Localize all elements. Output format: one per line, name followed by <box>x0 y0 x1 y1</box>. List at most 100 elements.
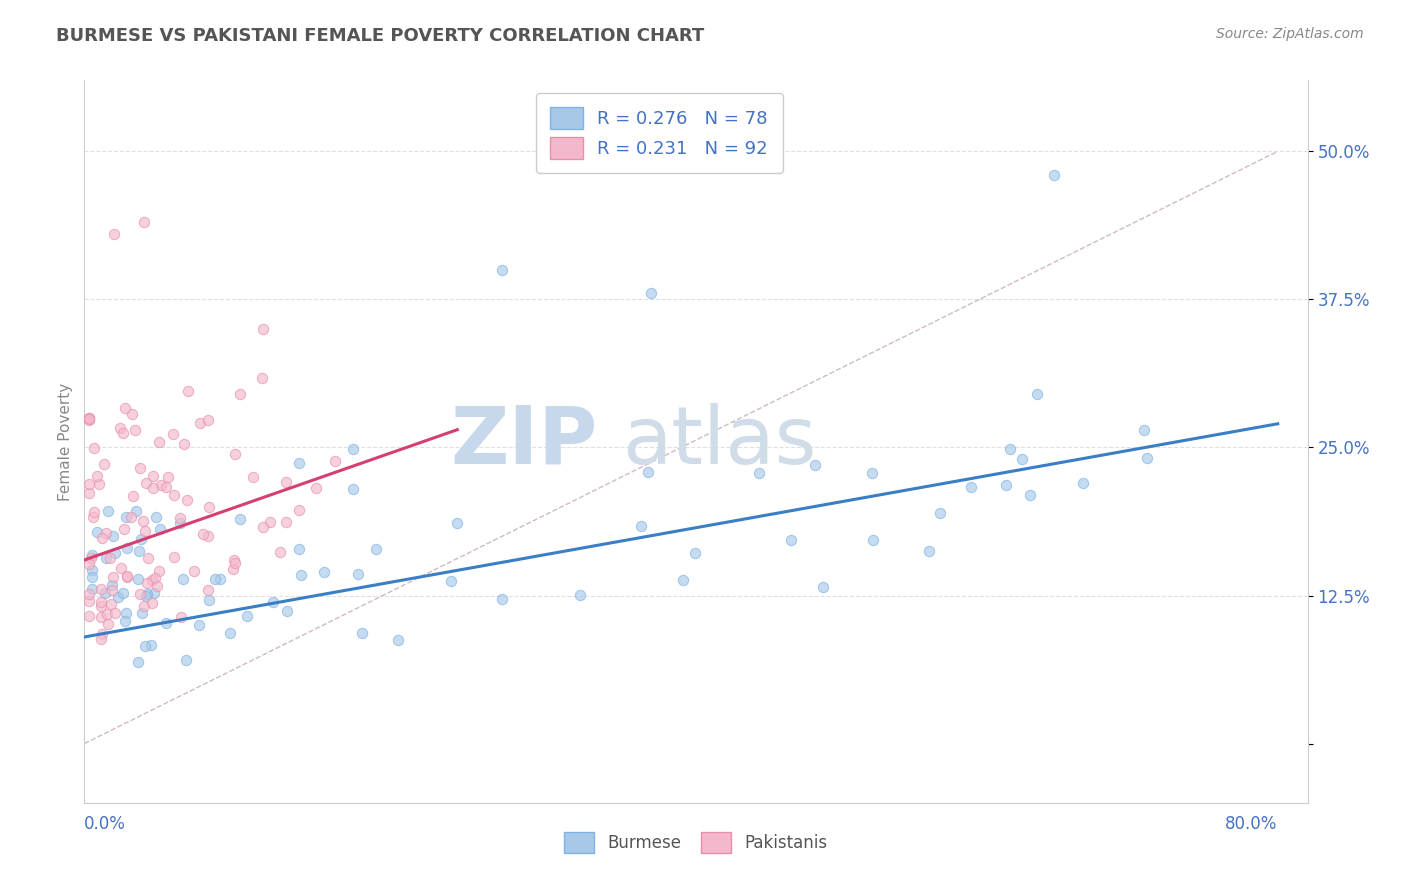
Point <box>107 590 129 604</box>
Point <box>169 511 191 525</box>
Point <box>446 516 468 531</box>
Point <box>366 541 388 556</box>
Point <box>305 481 328 495</box>
Point <box>671 574 693 588</box>
Point <box>163 488 186 502</box>
Point <box>197 413 219 427</box>
Point <box>173 437 195 451</box>
Point <box>288 542 311 557</box>
Point <box>276 515 298 529</box>
Point <box>114 401 136 415</box>
Point <box>190 416 212 430</box>
Point <box>860 467 883 481</box>
Point <box>94 550 117 565</box>
Point <box>141 573 163 587</box>
Point <box>101 570 124 584</box>
Point <box>112 425 135 440</box>
Point <box>142 469 165 483</box>
Point <box>1011 452 1033 467</box>
Point <box>90 582 112 596</box>
Point <box>132 599 155 613</box>
Text: ZIP: ZIP <box>451 402 598 481</box>
Point <box>135 476 157 491</box>
Point <box>197 529 219 543</box>
Point <box>228 386 250 401</box>
Point <box>219 626 242 640</box>
Point <box>177 384 200 399</box>
Point <box>224 448 246 462</box>
Point <box>491 592 513 607</box>
Point <box>112 522 135 536</box>
Point <box>191 527 214 541</box>
Point <box>250 371 273 385</box>
Text: BURMESE VS PAKISTANI FEMALE POVERTY CORRELATION CHART: BURMESE VS PAKISTANI FEMALE POVERTY CORR… <box>56 27 704 45</box>
Point <box>115 569 138 583</box>
Point <box>94 586 117 600</box>
Point <box>162 550 184 565</box>
Point <box>80 548 103 562</box>
Point <box>129 532 152 546</box>
Point <box>87 477 110 491</box>
Point <box>222 553 245 567</box>
Point <box>143 571 166 585</box>
Point <box>312 566 335 580</box>
Point <box>995 478 1018 492</box>
Point <box>83 442 105 456</box>
Point <box>77 412 100 426</box>
Point <box>918 544 941 558</box>
Point <box>134 639 156 653</box>
Point <box>145 509 167 524</box>
Point <box>120 510 142 524</box>
Point <box>132 215 155 229</box>
Point <box>77 586 100 600</box>
Point <box>79 550 101 565</box>
Point <box>172 572 194 586</box>
Point <box>342 442 364 456</box>
Point <box>110 561 132 575</box>
Point <box>229 511 252 525</box>
Point <box>86 524 108 539</box>
Point <box>183 564 205 578</box>
Text: 0.0%: 0.0% <box>84 814 127 832</box>
Point <box>101 582 124 597</box>
Point <box>142 481 165 495</box>
Point <box>115 607 138 621</box>
Point <box>104 606 127 620</box>
Point <box>77 413 100 427</box>
Text: atlas: atlas <box>623 402 817 481</box>
Point <box>132 514 155 528</box>
Point <box>269 545 291 559</box>
Point <box>127 572 149 586</box>
Point <box>176 493 198 508</box>
Point <box>204 573 226 587</box>
Point <box>197 583 219 598</box>
Point <box>121 407 143 421</box>
Point <box>1071 476 1094 491</box>
Point <box>97 504 120 518</box>
Point <box>112 586 135 600</box>
Text: Source: ZipAtlas.com: Source: ZipAtlas.com <box>1216 27 1364 41</box>
Point <box>90 627 112 641</box>
Point <box>148 564 170 578</box>
Point <box>114 509 136 524</box>
Point <box>77 411 100 425</box>
Point <box>134 524 156 538</box>
Point <box>197 500 219 515</box>
Point <box>115 569 138 583</box>
Point <box>141 596 163 610</box>
Point <box>77 476 100 491</box>
Point <box>104 546 127 560</box>
Point <box>259 515 281 529</box>
Point <box>86 468 108 483</box>
Point <box>136 550 159 565</box>
Legend: Burmese, Pakistanis: Burmese, Pakistanis <box>557 826 835 860</box>
Point <box>811 580 834 594</box>
Point <box>242 470 264 484</box>
Point <box>387 633 409 648</box>
Point <box>170 610 193 624</box>
Point <box>1018 488 1040 502</box>
Point <box>236 609 259 624</box>
Point <box>491 262 513 277</box>
Point <box>131 606 153 620</box>
Point <box>640 286 662 301</box>
